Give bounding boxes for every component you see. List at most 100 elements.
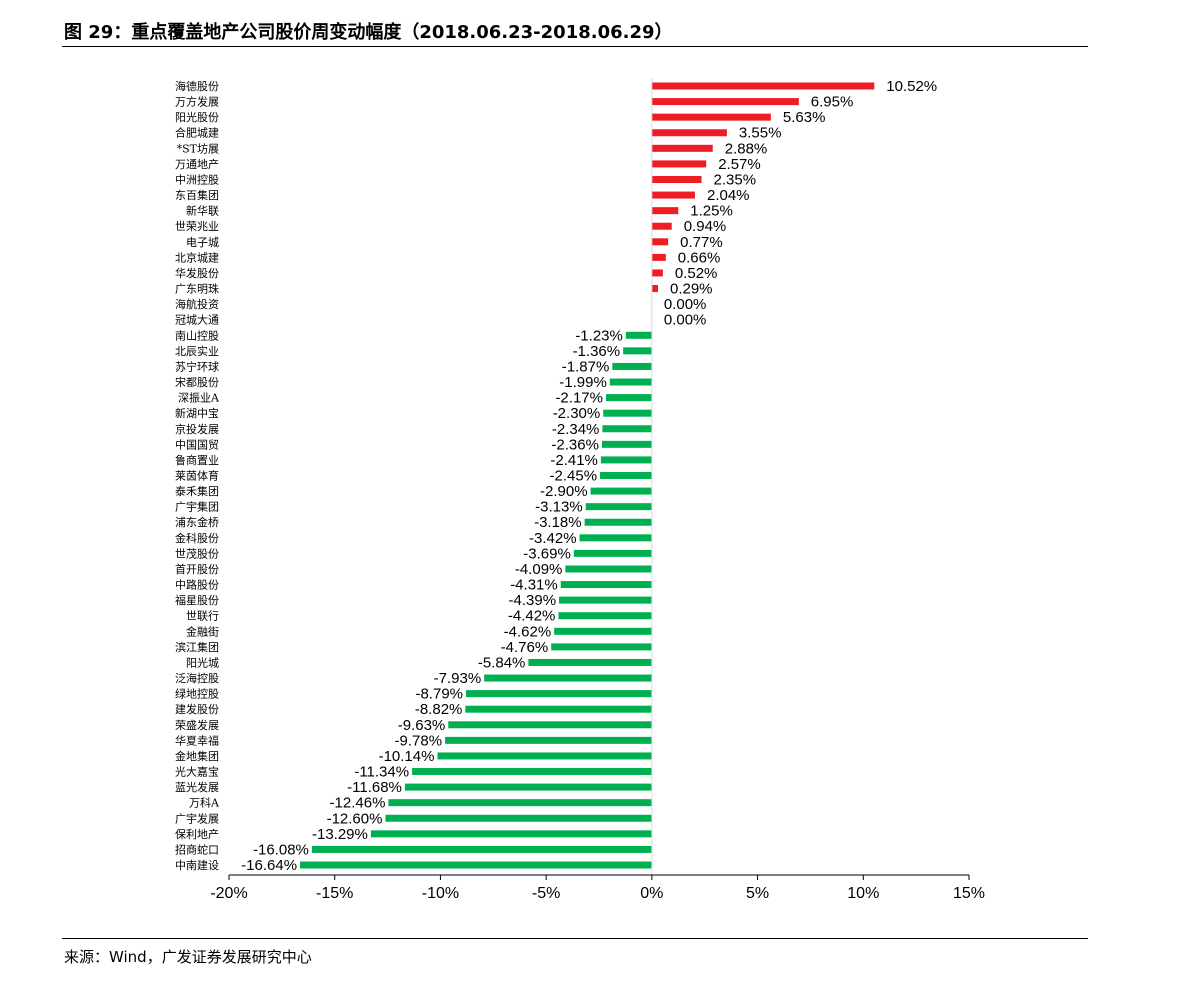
top-rule: [62, 46, 1088, 47]
category-label: 南山控股: [175, 328, 219, 342]
value-labels: 10.52% 6.95%5.63%3.55%2.88%2.57%2.35%2.04…: [241, 78, 937, 874]
data-label: -4.42%: [508, 608, 556, 625]
data-label: -10.14%: [379, 748, 435, 765]
data-label: -3.13%: [535, 499, 583, 516]
data-label: -12.60%: [327, 810, 383, 827]
data-label: -5.84%: [478, 654, 526, 671]
bar: [600, 456, 652, 464]
bar: [579, 534, 652, 542]
category-label: 电子城: [186, 236, 219, 249]
category-label: 滨江集团: [175, 640, 219, 654]
bar: [385, 814, 652, 822]
category-label: 京投发展: [175, 422, 219, 436]
data-label: 0.00%: [664, 312, 707, 329]
bar: [651, 269, 663, 277]
category-label: 中国国贸: [175, 438, 219, 451]
category-label: 广宇发展: [175, 811, 219, 825]
data-label: -7.93%: [434, 670, 482, 687]
category-label: 中洲控股: [175, 172, 219, 186]
bar: [601, 440, 652, 448]
data-label: 2.57%: [718, 156, 761, 173]
data-label: -1.87%: [562, 358, 610, 375]
bar: [605, 394, 652, 402]
data-label: 1.25%: [690, 203, 733, 220]
category-labels: 海德股份万方发展阳光股份合肥城建*ST坊展万通地产中洲控股东百集团新华联世荣兆业…: [175, 79, 220, 872]
bar: [651, 191, 695, 199]
bar: [651, 285, 658, 293]
category-label: 北辰实业: [175, 344, 219, 358]
category-label: 万通地产: [175, 157, 219, 171]
category-label: 万科A: [189, 796, 220, 810]
x-tick-label: -15%: [316, 885, 353, 902]
category-label: 海航投资: [175, 297, 219, 311]
data-label: 0.94%: [684, 218, 727, 235]
bar: [559, 596, 652, 604]
data-label: -9.78%: [395, 732, 443, 749]
category-label: 合肥城建: [175, 126, 219, 140]
bar: [651, 253, 666, 261]
data-label: 0.77%: [680, 234, 723, 251]
bar: [412, 768, 652, 776]
category-label: 冠城大通: [175, 313, 219, 327]
bar: [445, 736, 652, 744]
bar: [311, 845, 652, 853]
data-label: 0.66%: [678, 249, 721, 266]
data-label: -2.90%: [540, 483, 588, 500]
category-label: 中南建设: [175, 858, 219, 872]
bar: [465, 705, 652, 713]
category-label: 华夏幸福: [175, 733, 219, 747]
bar: [370, 830, 652, 838]
data-label: -2.36%: [551, 436, 599, 453]
data-label: -3.42%: [529, 530, 577, 547]
category-label: 宋都股份: [175, 375, 219, 389]
bar: [651, 207, 679, 215]
category-label: 浦东金桥: [175, 515, 219, 529]
category-label: 泰禾集团: [175, 484, 219, 498]
category-label: 莱茵体育: [175, 469, 219, 483]
category-label: 万方发展: [175, 95, 219, 109]
bar: [609, 378, 652, 386]
data-label: 2.35%: [714, 171, 757, 188]
data-label: -4.31%: [510, 577, 558, 594]
bar: [573, 549, 652, 557]
data-label: -2.45%: [550, 468, 598, 485]
bar: [590, 487, 652, 495]
bar: [651, 98, 799, 106]
bar: [625, 331, 652, 339]
bar: [560, 581, 652, 589]
data-label: -11.34%: [354, 764, 409, 781]
bottom-rule: [62, 938, 1088, 939]
category-label: 海德股份: [175, 79, 219, 93]
bar: [466, 690, 652, 698]
bar: [551, 643, 652, 651]
bar: [600, 472, 652, 479]
x-tick-label: 0%: [640, 885, 663, 902]
data-label: -2.34%: [552, 421, 600, 438]
bar: [651, 129, 727, 137]
data-label: -4.62%: [504, 623, 552, 640]
category-label: 绿地控股: [175, 687, 219, 701]
data-label: -4.09%: [515, 561, 563, 578]
data-label: -2.17%: [555, 390, 603, 407]
bar: [651, 222, 672, 230]
category-label: 华发股份: [175, 266, 219, 280]
bar: [404, 783, 652, 791]
bar: [300, 861, 652, 869]
bar: [554, 627, 652, 635]
category-label: 蓝光发展: [175, 780, 219, 794]
data-label: 0.29%: [670, 281, 713, 298]
bar: [388, 799, 652, 807]
data-label: -16.64%: [241, 857, 297, 874]
data-label: -12.46%: [330, 795, 386, 812]
bar: [558, 612, 652, 620]
x-tick-label: -5%: [532, 885, 560, 902]
bar: [448, 721, 652, 729]
bar: [584, 518, 652, 526]
data-label: -4.39%: [509, 592, 557, 609]
category-label: 世联行: [186, 610, 219, 623]
bar: [651, 144, 713, 152]
data-label: 5.63%: [783, 109, 826, 126]
data-label: -13.29%: [312, 826, 368, 843]
source-note: 来源：Wind，广发证券发展研究中心: [64, 948, 312, 966]
category-label: 建发股份: [175, 702, 219, 716]
